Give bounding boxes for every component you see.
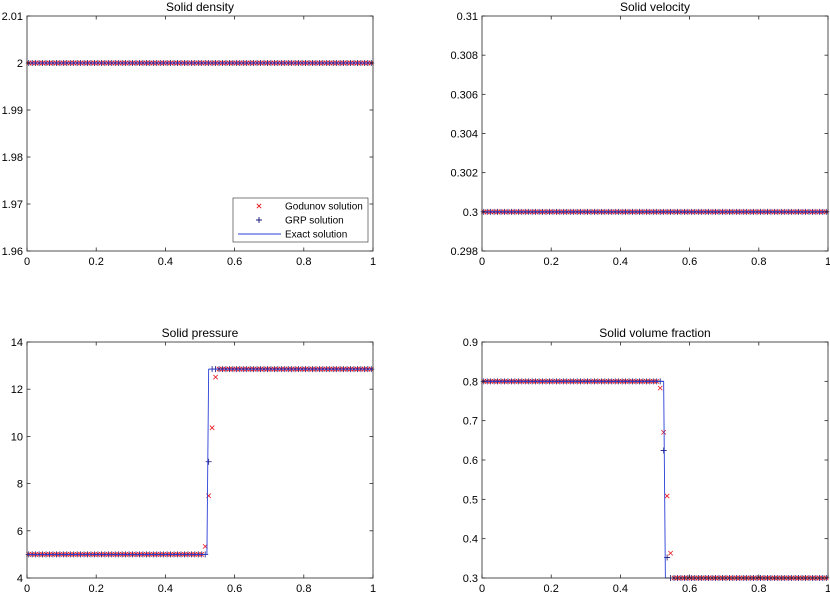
legend-item: GRP solution — [256, 216, 344, 227]
series-godunov-solution — [481, 378, 829, 581]
x-tick-label: 0.4 — [613, 256, 628, 268]
y-tick-label: 0.31 — [457, 11, 478, 23]
y-tick-label: 1.97 — [2, 199, 23, 211]
godunov-point — [664, 493, 670, 499]
axes-box — [481, 341, 829, 579]
y-tick-label: 0.5 — [463, 494, 478, 506]
subplot-4: Solid volume fraction 0 0.2 0.4 0.6 0.8 1 0.3 0.… — [463, 326, 830, 594]
x-tick-label: 1 — [825, 256, 830, 268]
y-tick-label: 0.306 — [450, 89, 478, 101]
y-tick-label: 10 — [11, 431, 23, 443]
x-tick-label: 0.8 — [296, 583, 311, 594]
subplot-1: Solid density 0 0.2 0.4 0.6 0.8 1 1.96 1.97 1.98 1… — [2, 0, 376, 268]
y-tick-label: 0.3 — [463, 207, 478, 219]
y-tick-label: 8 — [17, 479, 23, 491]
x-tick-label: 0.2 — [89, 256, 104, 268]
grp-point — [660, 447, 667, 454]
y-tick-label: 0.302 — [450, 168, 478, 180]
axes-box — [481, 15, 829, 252]
x-tick-label: 0.8 — [751, 583, 766, 594]
chart-title: Solid volume fraction — [599, 326, 710, 340]
x-tick-label: 0.6 — [682, 583, 697, 594]
y-tick-label: 0.6 — [463, 455, 478, 467]
y-tick-label: 0.7 — [463, 416, 478, 428]
y-tick-label: 12 — [11, 384, 23, 396]
y-tick-label: 0.304 — [450, 129, 478, 141]
y-tick-label: 0.308 — [450, 50, 478, 62]
x-tick-label: 0.6 — [227, 256, 242, 268]
y-tick-label: 0.8 — [463, 376, 478, 388]
chart-title: Solid velocity — [620, 0, 690, 14]
y-tick-label: 14 — [11, 337, 23, 349]
series-exact-solution — [27, 368, 373, 555]
godunov-point — [668, 550, 674, 556]
y-tick-label: 0.298 — [450, 246, 478, 258]
legend-box — [232, 197, 369, 243]
y-tick-label: 1.98 — [2, 152, 23, 164]
x-tick-label: 0.8 — [296, 256, 311, 268]
y-tick-label: 0.4 — [463, 534, 478, 546]
legend-label: GRP solution — [285, 216, 344, 227]
plot-area — [480, 378, 830, 581]
x-tick-label: 0.8 — [751, 256, 766, 268]
x-tick-label: 0.4 — [613, 583, 628, 594]
x-tick-label: 0 — [479, 583, 485, 594]
series-godunov-solution — [26, 366, 374, 557]
plot-area — [25, 366, 375, 558]
series-exact-solution — [482, 380, 828, 579]
x-tick-label: 0 — [479, 256, 485, 268]
x-tick-label: 0.6 — [227, 583, 242, 594]
godunov-point — [657, 385, 663, 391]
axes-box — [26, 15, 374, 252]
y-tick-label: 1.99 — [2, 105, 23, 117]
exact-solution-line — [482, 380, 828, 579]
y-tick-label: 0.3 — [463, 573, 478, 585]
axes-box — [26, 341, 374, 579]
y-tick-label: 0.9 — [463, 337, 478, 349]
grp-point — [205, 458, 212, 465]
y-tick-label: 6 — [17, 526, 23, 538]
y-tick-label: 1.96 — [2, 246, 23, 258]
x-tick-label: 0 — [24, 583, 30, 594]
legend-grp-marker — [256, 217, 262, 223]
legend: Godunov solution GRP solution Exact soluti… — [232, 197, 369, 243]
y-tick-label: 2.01 — [2, 11, 23, 23]
exact-solution-line — [27, 368, 373, 555]
chart-title: Solid pressure — [162, 326, 239, 340]
x-tick-label: 0.2 — [544, 256, 559, 268]
x-tick-label: 0 — [24, 256, 30, 268]
y-tick-label: 2 — [17, 58, 23, 70]
godunov-point — [213, 374, 219, 380]
series-grp-solution — [480, 378, 830, 581]
x-tick-label: 1 — [370, 583, 376, 594]
x-tick-label: 1 — [825, 583, 830, 594]
y-tick-label: 4 — [17, 573, 23, 585]
x-tick-label: 1 — [370, 256, 376, 268]
x-tick-label: 0.2 — [544, 583, 559, 594]
x-tick-label: 0.4 — [158, 256, 173, 268]
godunov-point — [209, 425, 215, 431]
chart-title: Solid density — [166, 0, 234, 14]
x-tick-label: 0.2 — [89, 583, 104, 594]
legend-godunov-marker — [256, 203, 262, 209]
legend-label: Godunov solution — [285, 202, 363, 213]
series-grp-solution — [25, 366, 375, 558]
plot-area — [25, 60, 375, 66]
legend-item: Godunov solution — [256, 202, 363, 213]
x-tick-label: 0.6 — [682, 256, 697, 268]
x-tick-label: 0.4 — [158, 583, 173, 594]
subplot-2: Solid velocity 0 0.2 0.4 0.6 0.8 1 0.298 0.3 0.30… — [450, 0, 830, 268]
legend-label: Exact solution — [285, 230, 347, 241]
legend-item: Exact solution — [238, 230, 347, 241]
plot-area — [480, 208, 830, 215]
